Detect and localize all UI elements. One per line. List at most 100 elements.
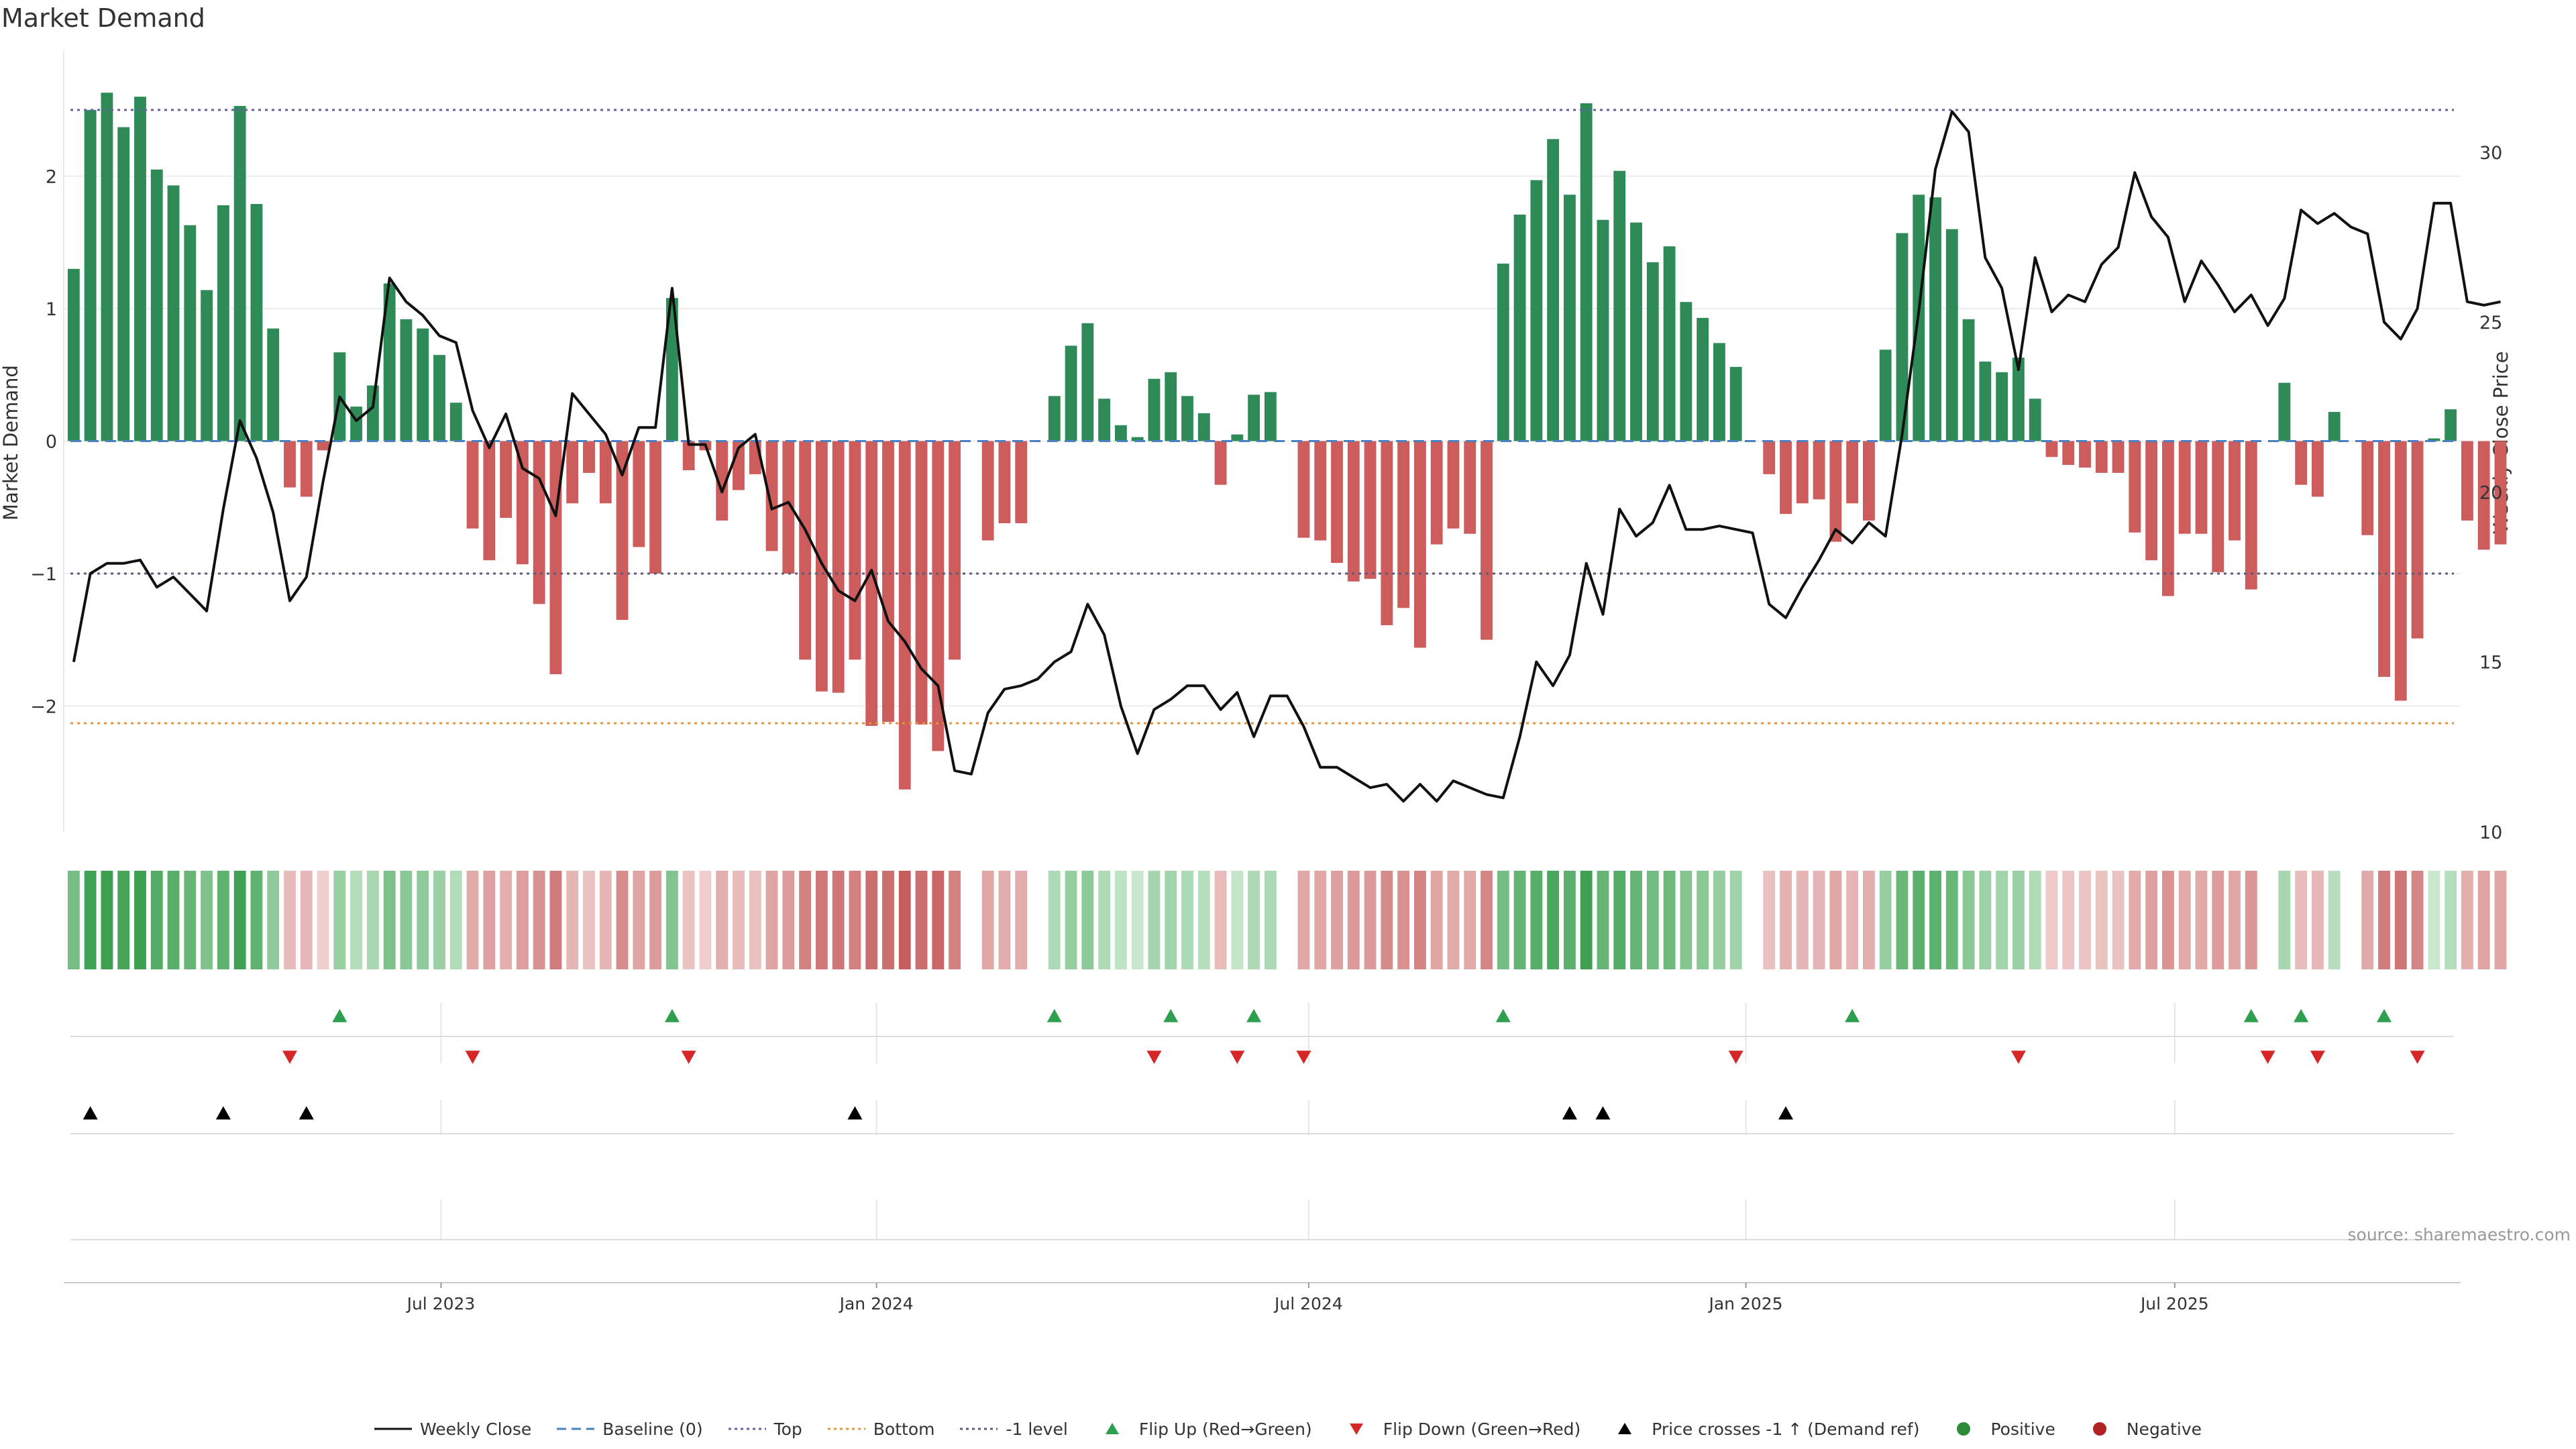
- heat-cell: [2328, 871, 2341, 969]
- demand-bar: [2328, 412, 2341, 441]
- heat-cell: [898, 871, 911, 969]
- heat-cell: [1597, 871, 1609, 969]
- heat-cell: [1413, 871, 1426, 969]
- demand-bar: [865, 441, 878, 727]
- legend-label: Top: [773, 1419, 802, 1439]
- demand-bar: [1513, 214, 1526, 441]
- heat-cell: [633, 871, 645, 969]
- heat-cell: [1314, 871, 1327, 969]
- demand-bar: [366, 385, 379, 441]
- demand-bar: [317, 441, 329, 451]
- heat-cell: [2494, 871, 2507, 969]
- heat-cell: [1347, 871, 1360, 969]
- legend-triangle: [1349, 1424, 1363, 1435]
- demand-bar: [1114, 425, 1127, 441]
- heat-cell: [2195, 871, 2208, 969]
- heat-cell: [2129, 871, 2141, 969]
- demand-bar: [1846, 441, 1859, 504]
- demand-bar: [1413, 441, 1426, 648]
- demand-bars: [67, 93, 2507, 790]
- demand-bar: [383, 283, 396, 441]
- heat-cell: [1397, 871, 1410, 969]
- heat-cell: [1613, 871, 1626, 969]
- heat-cell: [2212, 871, 2224, 969]
- demand-bar: [1197, 413, 1210, 441]
- heat-cell: [599, 871, 612, 969]
- heat-cell: [1148, 871, 1161, 969]
- price-cross-marker: [299, 1106, 314, 1120]
- heat-cell: [2477, 871, 2490, 969]
- demand-bar: [1713, 343, 1725, 441]
- demand-bar: [1547, 139, 1560, 441]
- legend-item: Flip Up (Red→Green): [1093, 1419, 1312, 1439]
- heat-cell: [2461, 871, 2473, 969]
- demand-bar: [583, 441, 595, 473]
- demand-bar: [1464, 441, 1477, 534]
- legend-label: Weekly Close: [419, 1419, 532, 1439]
- heat-cell: [1763, 871, 1776, 969]
- demand-bar: [2461, 441, 2473, 521]
- demand-bar: [2161, 441, 2174, 596]
- heat-cell: [1580, 871, 1593, 969]
- demand-bar: [84, 109, 97, 441]
- demand-bar: [1530, 180, 1543, 441]
- x-tick-label: Jan 2025: [1707, 1294, 1782, 1313]
- heat-cell: [2229, 871, 2241, 969]
- y2-tick-label: 25: [2479, 313, 2502, 333]
- demand-bar: [1331, 441, 1343, 564]
- x-axis: Jul 2023 Jan 2024 Jul 2024 Jan 2025 Jul 2025: [64, 1282, 2461, 1313]
- y-tick-label: 2: [46, 167, 57, 188]
- heat-cell: [300, 871, 313, 969]
- legend-item: Positive: [1945, 1419, 2055, 1439]
- demand-bar: [1447, 441, 1460, 529]
- heat-cell: [2278, 871, 2291, 969]
- demand-bar: [233, 105, 246, 441]
- legend-item: Bottom: [827, 1419, 934, 1439]
- demand-bar: [1148, 378, 1161, 441]
- heat-cell: [1165, 871, 1177, 969]
- heat-cell: [932, 871, 945, 969]
- price-cross-marker: [1595, 1106, 1611, 1120]
- flip-down-marker: [681, 1051, 696, 1064]
- demand-bar: [716, 441, 729, 521]
- demand-bar: [882, 441, 894, 722]
- heat-cell: [67, 871, 80, 969]
- demand-bar: [1996, 372, 2008, 441]
- demand-bar: [898, 441, 911, 790]
- legend-label: -1 level: [1006, 1419, 1068, 1439]
- demand-bar: [2361, 441, 2374, 535]
- demand-bar: [1646, 262, 1659, 441]
- flip-up-marker: [2243, 1009, 2259, 1022]
- demand-bar: [849, 441, 861, 660]
- heat-cell: [1913, 871, 1925, 969]
- heat-cell: [2394, 871, 2407, 969]
- heat-cell: [2178, 871, 2191, 969]
- x-tick-label: Jul 2023: [406, 1294, 476, 1313]
- price-cross-marker: [847, 1106, 863, 1120]
- demand-bar: [1862, 441, 1875, 521]
- heat-cell: [1547, 871, 1560, 969]
- flip-up-marker: [1246, 1009, 1262, 1022]
- demand-bar: [1347, 441, 1360, 582]
- heat-cell: [699, 871, 712, 969]
- demand-bar: [1231, 434, 1244, 441]
- demand-bar: [1481, 441, 1493, 640]
- demand-bar: [998, 441, 1011, 523]
- heat-cell: [117, 871, 130, 969]
- demand-bar: [1896, 233, 1909, 441]
- heat-cell: [449, 871, 462, 969]
- demand-bar: [1248, 394, 1260, 441]
- demand-bar: [2229, 441, 2241, 541]
- demand-bar: [217, 205, 229, 441]
- heat-cell: [150, 871, 163, 969]
- legend-item: Price crosses -1 ↑ (Demand ref): [1606, 1419, 1919, 1439]
- heat-cell: [1846, 871, 1859, 969]
- demand-bar: [2428, 438, 2440, 441]
- demand-bar: [1879, 350, 1892, 441]
- demand-bar: [1597, 219, 1609, 441]
- demand-bar: [1663, 246, 1676, 441]
- legend-label: Price crosses -1 ↑ (Demand ref): [1652, 1419, 1920, 1439]
- heat-cell: [1663, 871, 1676, 969]
- demand-bar: [1131, 437, 1144, 441]
